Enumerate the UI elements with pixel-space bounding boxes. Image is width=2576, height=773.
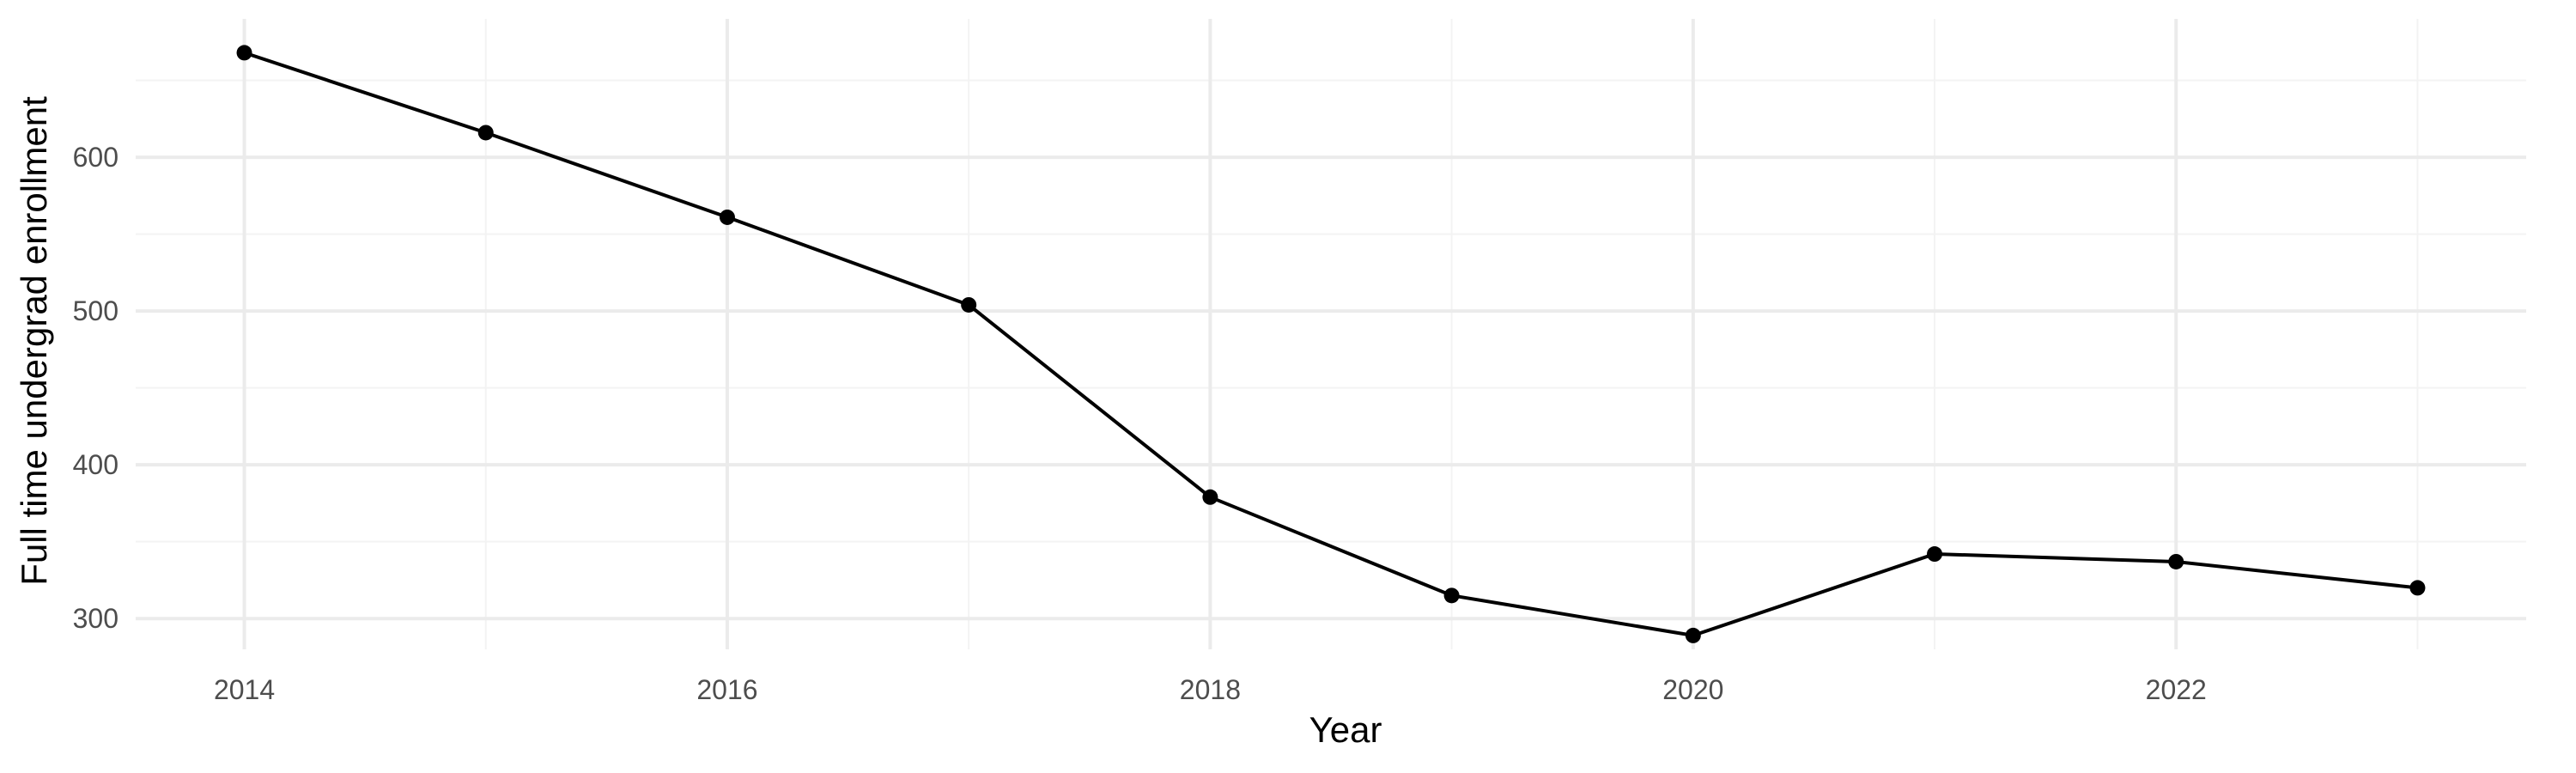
x-tick-label: 2016 <box>696 674 757 705</box>
x-tick-label: 2020 <box>1662 674 1723 705</box>
data-point <box>1927 546 1943 563</box>
x-tick-labels: 2014 2016 2018 2020 2022 <box>214 674 2207 705</box>
data-point <box>2168 553 2184 569</box>
y-axis-title: Full time undergrad enrollment <box>14 96 54 586</box>
x-tick-label: 2018 <box>1180 674 1241 705</box>
y-tick-labels: 300 400 500 600 <box>73 142 118 634</box>
series-line <box>243 51 2418 637</box>
y-tick-label: 500 <box>73 295 118 326</box>
data-point <box>1202 489 1218 505</box>
data-point <box>1443 587 1460 604</box>
grid <box>136 19 2526 649</box>
y-tick-label: 400 <box>73 449 118 480</box>
y-tick-label: 600 <box>73 142 118 173</box>
data-point <box>236 45 252 61</box>
data-point <box>1685 627 1701 643</box>
x-tick-label: 2014 <box>214 674 275 705</box>
data-point <box>719 209 735 225</box>
data-point <box>477 125 494 141</box>
y-tick-label: 300 <box>73 603 118 634</box>
data-point <box>961 296 977 313</box>
data-point <box>2409 580 2426 596</box>
x-tick-label: 2022 <box>2146 674 2207 705</box>
x-axis-title: Year <box>1309 709 1382 750</box>
series <box>236 45 2426 643</box>
